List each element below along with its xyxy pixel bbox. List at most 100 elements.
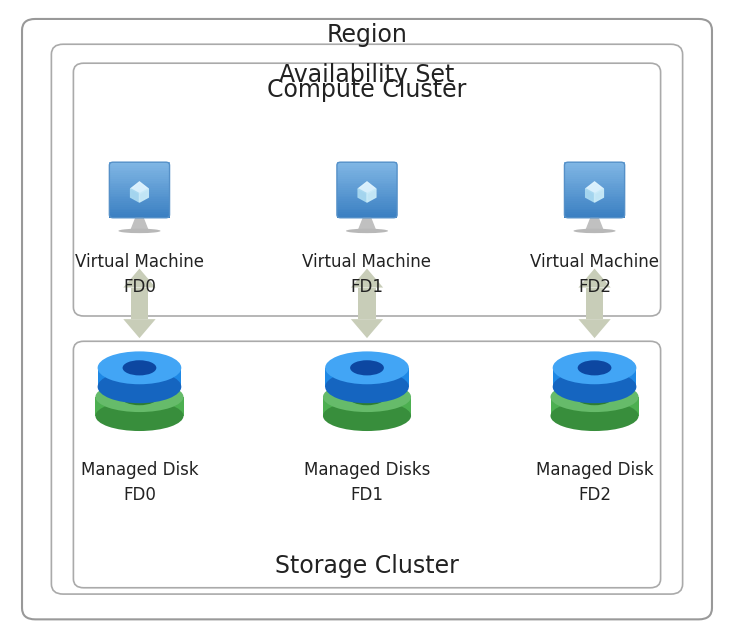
Bar	[337, 165, 397, 167]
Bar	[564, 198, 625, 201]
Bar	[564, 165, 625, 167]
Bar	[109, 212, 170, 214]
Bar	[564, 180, 625, 183]
Ellipse shape	[323, 401, 411, 431]
Bar	[564, 206, 625, 209]
FancyArrow shape	[578, 319, 611, 338]
Bar	[337, 178, 397, 181]
Bar	[564, 184, 625, 186]
Text: Managed Disks
FD1: Managed Disks FD1	[304, 461, 430, 504]
Bar	[564, 178, 625, 181]
Bar	[564, 164, 625, 166]
Text: Managed Disk
FD0: Managed Disk FD0	[81, 461, 198, 504]
Bar	[553, 368, 636, 387]
Text: Storage Cluster: Storage Cluster	[275, 554, 459, 578]
Polygon shape	[131, 182, 148, 194]
Bar	[109, 171, 170, 173]
Bar	[337, 174, 397, 177]
Polygon shape	[367, 189, 376, 202]
Bar	[109, 197, 170, 199]
Bar	[109, 208, 170, 210]
Bar	[564, 190, 625, 192]
Ellipse shape	[323, 382, 411, 412]
Bar	[337, 176, 397, 179]
Ellipse shape	[95, 401, 184, 431]
Text: Managed Disk
FD2: Managed Disk FD2	[536, 461, 653, 504]
Text: Availability Set: Availability Set	[280, 63, 454, 87]
Bar	[337, 208, 397, 210]
Bar	[337, 193, 397, 195]
FancyArrow shape	[578, 269, 611, 288]
Ellipse shape	[576, 389, 613, 405]
Bar	[337, 206, 397, 209]
Bar	[325, 368, 409, 387]
Polygon shape	[358, 182, 376, 194]
Bar	[564, 200, 625, 203]
Bar	[109, 198, 170, 201]
Ellipse shape	[553, 370, 636, 403]
Bar	[337, 184, 397, 186]
Bar	[131, 288, 148, 319]
Bar	[564, 186, 625, 188]
Bar	[109, 193, 170, 195]
Ellipse shape	[550, 401, 639, 431]
Bar	[109, 191, 170, 193]
Ellipse shape	[573, 229, 616, 233]
Bar	[109, 186, 170, 188]
Text: Virtual Machine
FD1: Virtual Machine FD1	[302, 253, 432, 296]
Bar	[564, 188, 625, 190]
Bar	[109, 204, 170, 207]
Bar	[109, 165, 170, 167]
Bar	[550, 397, 639, 416]
Polygon shape	[131, 189, 139, 202]
Bar	[95, 397, 184, 416]
Bar	[109, 206, 170, 209]
Bar	[109, 182, 170, 185]
Bar	[564, 176, 625, 179]
Polygon shape	[586, 182, 603, 194]
Ellipse shape	[553, 351, 636, 384]
Bar	[564, 202, 625, 205]
FancyArrow shape	[351, 319, 383, 338]
Ellipse shape	[578, 360, 611, 375]
Ellipse shape	[550, 382, 639, 412]
Bar	[337, 167, 397, 169]
FancyArrow shape	[351, 269, 383, 288]
Bar	[337, 214, 397, 216]
Ellipse shape	[123, 360, 156, 375]
Bar	[337, 204, 397, 207]
Ellipse shape	[121, 389, 158, 405]
Bar	[337, 195, 397, 197]
Ellipse shape	[346, 229, 388, 233]
Bar	[109, 164, 170, 166]
Bar	[564, 173, 625, 175]
Polygon shape	[139, 189, 148, 202]
Bar	[337, 210, 397, 212]
Bar	[337, 198, 397, 201]
Bar	[337, 182, 397, 185]
Bar	[337, 190, 397, 192]
Ellipse shape	[349, 389, 385, 405]
Ellipse shape	[118, 229, 161, 233]
Bar	[323, 397, 411, 416]
Bar	[109, 180, 170, 183]
Bar	[586, 288, 603, 319]
Bar	[337, 191, 397, 193]
Bar	[564, 208, 625, 210]
Bar	[564, 167, 625, 169]
Bar	[109, 188, 170, 190]
Bar	[109, 173, 170, 175]
FancyArrow shape	[123, 269, 156, 288]
Polygon shape	[358, 189, 367, 202]
Text: Region: Region	[327, 23, 407, 47]
Ellipse shape	[350, 360, 384, 375]
Bar	[564, 212, 625, 214]
Text: Virtual Machine
FD0: Virtual Machine FD0	[75, 253, 204, 296]
Bar	[337, 162, 397, 164]
Ellipse shape	[98, 351, 181, 384]
Bar	[337, 200, 397, 203]
Bar	[109, 202, 170, 205]
Bar	[337, 202, 397, 205]
Text: Compute Cluster: Compute Cluster	[267, 78, 467, 102]
Polygon shape	[131, 218, 148, 230]
